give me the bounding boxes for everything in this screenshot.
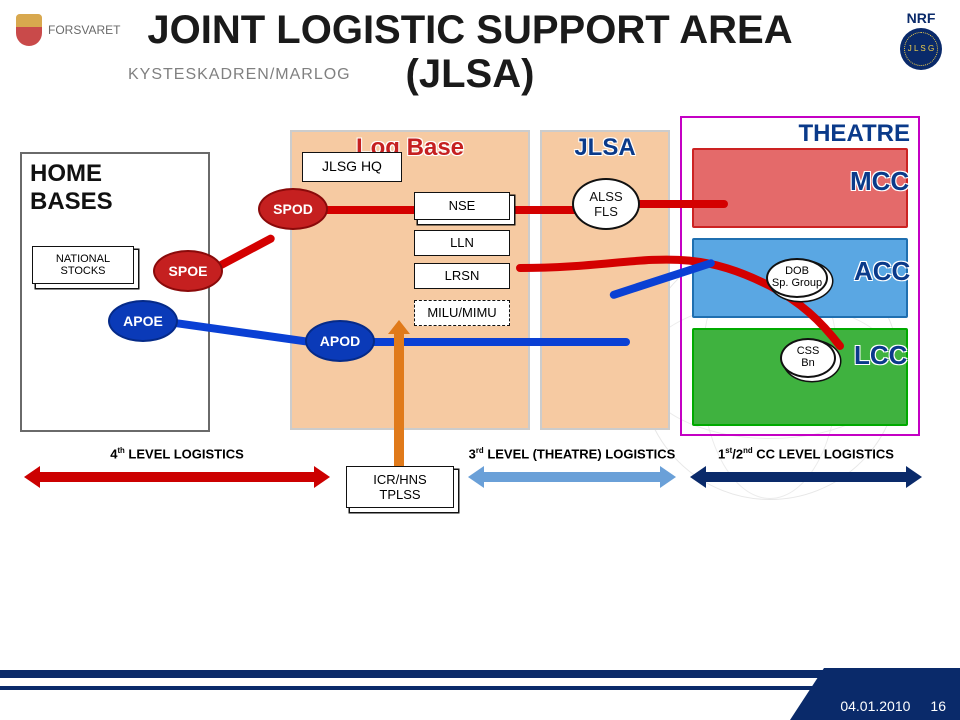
mcc-label: MCC	[850, 166, 909, 197]
spod-oval: SPOD	[258, 188, 328, 230]
page-subtitle: KYSTESKADREN/MARLOG	[128, 66, 351, 84]
icrhns-tplss-box: ICR/HNS TPLSS	[346, 466, 454, 508]
nse-box: NSE	[414, 192, 510, 220]
footer-date: 04.01.2010	[840, 698, 910, 714]
level-4-arrow: 4th LEVEL LOGISTICS	[24, 466, 330, 488]
nrf-text: NRF	[900, 10, 942, 26]
acc-label: ACC	[854, 256, 910, 287]
level-3-arrow: 3rd LEVEL (THEATRE) LOGISTICS	[468, 466, 676, 488]
milu-box: MILU/MIMU	[414, 300, 510, 326]
apod-oval: APOD	[305, 320, 375, 362]
home-bases-label: HOMEBASES	[30, 160, 113, 216]
nato-icon: J L S G	[900, 28, 942, 70]
footer: 04.01.2010 16	[0, 670, 960, 720]
level-4-label: 4th LEVEL LOGISTICS	[24, 446, 330, 461]
dob-oval: DOB Sp. Group	[766, 258, 828, 298]
lln-box: LLN	[414, 230, 510, 256]
shield-icon	[16, 14, 42, 46]
theatre-label: THEATRE	[690, 120, 910, 148]
lcc-label: LCC	[854, 340, 907, 371]
footer-page: 16	[930, 698, 946, 714]
lrsn-box: LRSN	[414, 263, 510, 289]
spoe-oval: SPOE	[153, 250, 223, 292]
level-12-label: 1st/2nd CC LEVEL LOGISTICS	[690, 446, 922, 461]
jlsg-hq-box: JLSG HQ	[302, 152, 402, 182]
level-3-label: 3rd LEVEL (THEATRE) LOGISTICS	[468, 446, 676, 461]
level-12-arrow: 1st/2nd CC LEVEL LOGISTICS	[690, 466, 922, 488]
jlsa-label: JLSA	[574, 134, 635, 161]
national-stocks-box: NATIONAL STOCKS	[32, 246, 134, 284]
apoe-oval: APOE	[108, 300, 178, 342]
connector-alss-mcc	[628, 200, 728, 208]
alss-fls-oval: ALSS FLS	[572, 178, 640, 230]
nrf-badge: NRF J L S G	[900, 10, 942, 70]
css-bn-oval: CSS Bn	[780, 338, 836, 378]
